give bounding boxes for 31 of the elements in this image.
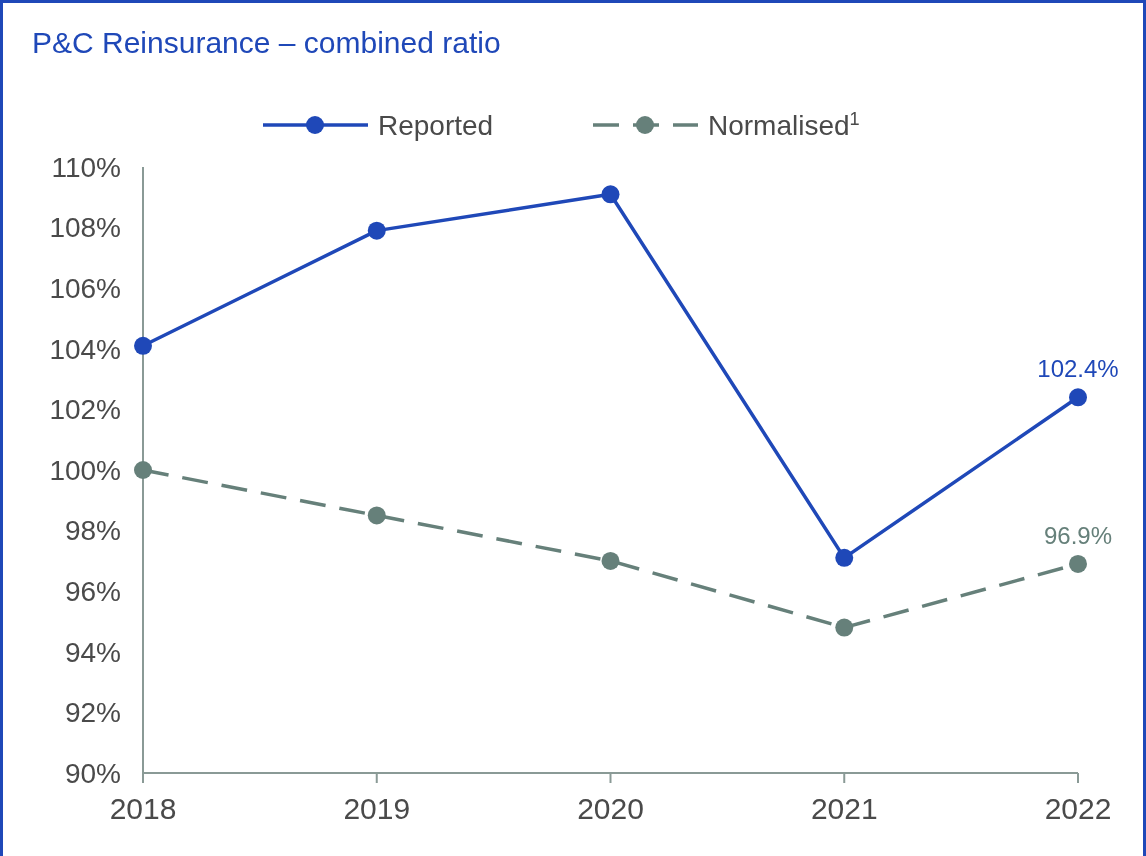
- y-tick-label: 92%: [64, 697, 121, 729]
- x-tick-label: 2021: [810, 792, 878, 825]
- point: [367, 506, 386, 525]
- y-tick-label: 110%: [51, 151, 121, 183]
- point: [835, 548, 854, 567]
- point: [1069, 388, 1087, 407]
- point: [601, 551, 620, 570]
- y-tick-label: 102%: [49, 394, 121, 426]
- y-tick-label: 90%: [64, 757, 121, 789]
- x-tick-label: 2020: [577, 792, 644, 825]
- point: [134, 461, 152, 479]
- legend-label: Reported: [378, 109, 494, 141]
- data-label: 102.4%: [1037, 355, 1119, 383]
- x-tick-label: 2018: [109, 792, 177, 825]
- chart-title: P&C Reinsurance – combined ratio: [32, 26, 501, 59]
- point: [1069, 554, 1087, 573]
- x-tick-label: 2022: [1044, 792, 1112, 825]
- y-tick-label: 98%: [64, 515, 121, 547]
- y-tick-label: 100%: [49, 454, 121, 486]
- y-tick-label: 108%: [49, 212, 121, 244]
- y-tick-label: 104%: [49, 333, 121, 365]
- point: [367, 221, 386, 240]
- point: [835, 618, 854, 637]
- x-tick-label: 2019: [343, 792, 411, 825]
- point: [134, 336, 152, 355]
- y-tick-label: 94%: [64, 636, 121, 668]
- y-tick-label: 96%: [64, 576, 121, 607]
- point: [601, 185, 620, 204]
- y-tick-label: 106%: [49, 273, 121, 304]
- data-label: 96.9%: [1043, 521, 1113, 549]
- legend-label: Normalised$^{1}$: [708, 108, 860, 141]
